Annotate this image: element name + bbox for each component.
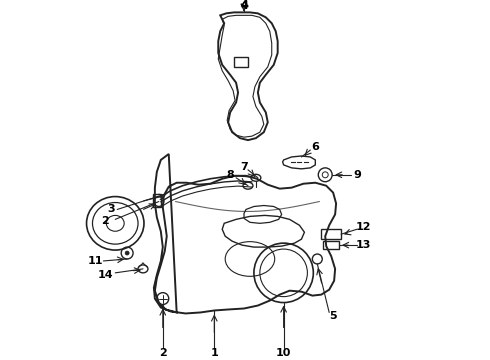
Bar: [234, 57, 248, 67]
Text: 5: 5: [329, 311, 337, 321]
Text: 3: 3: [107, 204, 115, 215]
Text: 10: 10: [276, 348, 292, 358]
Text: 14: 14: [98, 270, 113, 280]
Text: 12: 12: [356, 222, 371, 232]
Text: 4: 4: [240, 1, 248, 12]
Text: 1: 1: [210, 348, 218, 358]
Text: 2: 2: [101, 216, 109, 226]
Text: 2: 2: [159, 348, 167, 358]
Circle shape: [125, 251, 129, 255]
Text: 6: 6: [311, 142, 319, 152]
Text: 13: 13: [356, 240, 371, 250]
Bar: [321, 229, 341, 239]
Text: 8: 8: [226, 170, 234, 180]
Text: 7: 7: [240, 162, 248, 172]
Bar: [153, 194, 161, 207]
Text: 4: 4: [240, 0, 248, 10]
Text: 9: 9: [353, 170, 361, 180]
Text: 11: 11: [88, 256, 103, 266]
Bar: [323, 241, 339, 249]
